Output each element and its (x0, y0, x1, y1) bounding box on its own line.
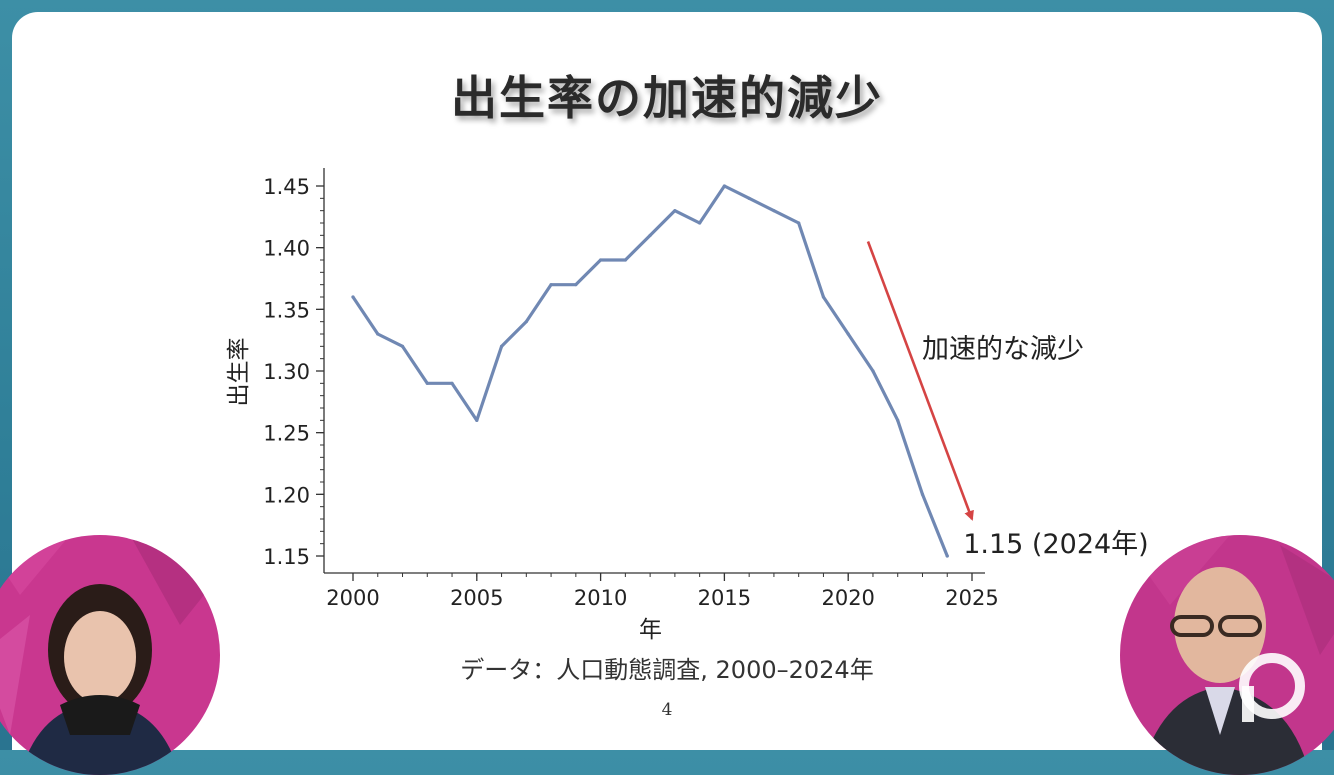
y-tick-label: 1.40 (263, 237, 310, 261)
series-line (351, 184, 949, 558)
slide (12, 12, 1322, 750)
data-point (846, 332, 850, 336)
last-value-label: 1.15 (2024年) (963, 529, 1148, 560)
data-point (747, 196, 751, 200)
y-tick-label: 1.35 (263, 298, 310, 322)
x-tick-label: 2025 (945, 586, 998, 610)
data-point (351, 295, 355, 299)
x-axis-label: 年 (639, 617, 662, 643)
x-tick-label: 2005 (450, 586, 503, 610)
data-point (698, 221, 702, 225)
y-tick-label: 1.45 (263, 175, 310, 199)
y-axis-label: 出生率 (226, 338, 252, 407)
data-point (450, 381, 454, 385)
data-point (945, 554, 949, 558)
page-number: 4 (661, 700, 673, 720)
data-point (623, 258, 627, 262)
data-point (722, 184, 727, 188)
x-tick-label: 2015 (698, 586, 751, 610)
data-point (475, 418, 479, 422)
data-point (425, 381, 429, 385)
data-point (524, 320, 528, 324)
data-point (574, 283, 578, 287)
data-point (797, 221, 801, 225)
data-point (599, 258, 603, 262)
presenter-camera-right (1120, 535, 1334, 775)
data-point (499, 344, 504, 348)
decline-arrow (866, 241, 974, 521)
data-source-note: データ：人口動態調査, 2000–2024年 (460, 656, 874, 684)
data-point (400, 344, 405, 348)
p-logo-icon (1232, 648, 1312, 732)
data-point (648, 233, 652, 237)
y-tick-label: 1.25 (263, 422, 310, 446)
slide-title: 出生率の加速的減少 (451, 71, 883, 125)
data-point (549, 283, 553, 287)
y-tick-label: 1.20 (263, 483, 310, 507)
x-tick-label: 2010 (574, 586, 627, 610)
x-tick-label: 2020 (821, 586, 874, 610)
x-tick-label: 2000 (326, 586, 379, 610)
data-point (821, 295, 826, 299)
arrow-annotation: 加速的な減少 (922, 334, 1084, 365)
data-point (871, 369, 875, 373)
line-chart: 2000 2005 2010 2015 2020 2025 1.15 1.20 1.25 1.30… (226, 168, 1149, 643)
data-point (772, 209, 776, 213)
y-tick-label: 1.30 (263, 360, 310, 384)
data-point (376, 332, 380, 336)
data-point (673, 209, 677, 213)
data-point (920, 492, 925, 496)
data-point (896, 418, 900, 422)
y-tick-label: 1.15 (263, 545, 310, 569)
